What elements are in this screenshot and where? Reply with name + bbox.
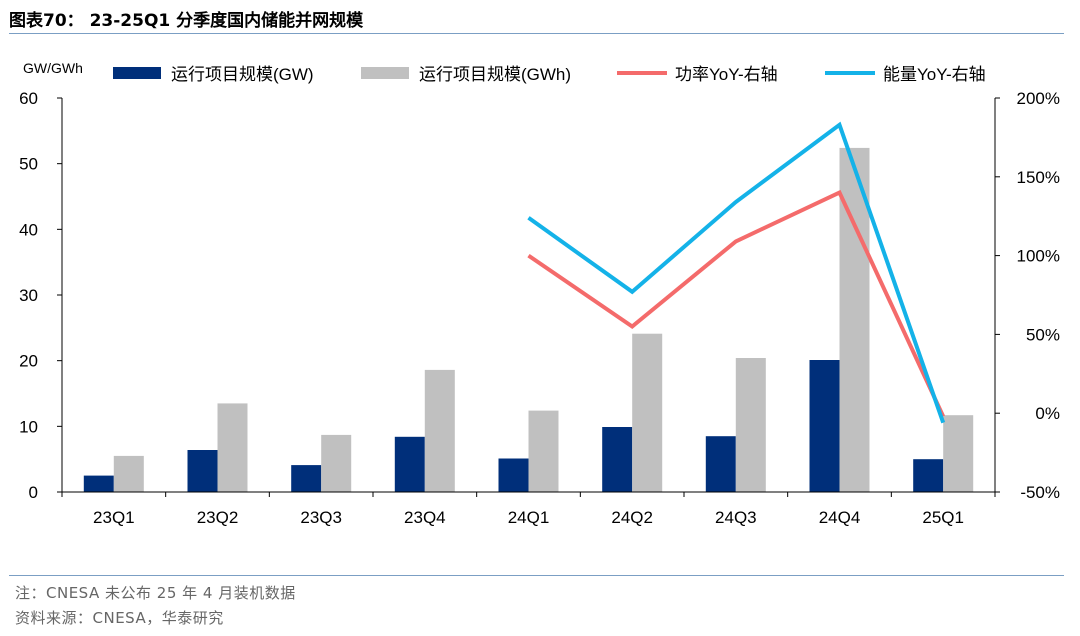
left-tick-label: 60	[19, 89, 38, 108]
x-tick-label-23Q3: 23Q3	[300, 508, 342, 527]
bar-gwh-24Q3	[735, 358, 766, 492]
source-note: 资料来源：CNESA，华泰研究	[15, 609, 224, 627]
bar-gw-23Q4	[394, 436, 425, 492]
x-tick-label-23Q2: 23Q2	[197, 508, 239, 527]
bar-gw-25Q1	[913, 459, 944, 492]
left-tick-label: 50	[19, 155, 38, 174]
bar-gw-24Q1	[498, 458, 529, 492]
footnote: 注：CNESA 未公布 25 年 4 月装机数据	[15, 584, 296, 602]
bar-gw-24Q3	[705, 436, 736, 492]
legend-label-3: 能量YoY-右轴	[883, 65, 986, 84]
x-tick-label-24Q2: 24Q2	[611, 508, 653, 527]
left-tick-label: 40	[19, 220, 38, 239]
bar-gwh-25Q1	[943, 415, 974, 492]
left-tick-label: 20	[19, 352, 38, 371]
x-tick-label-23Q1: 23Q1	[93, 508, 135, 527]
chart-title: 图表70： 23-25Q1 分季度国内储能并网规模	[9, 11, 364, 31]
energy-yoy-line	[527, 121, 946, 424]
y-unit-label: GW/GWh	[23, 60, 83, 76]
bar-gw-23Q2	[187, 450, 218, 492]
right-tick-label: 200%	[1017, 89, 1060, 108]
title-divider	[9, 33, 1064, 34]
bar-gwh-23Q2	[217, 403, 248, 492]
bar-gwh-23Q1	[113, 455, 144, 492]
legend-swatch-1	[361, 67, 409, 79]
notes-divider	[9, 575, 1064, 576]
right-tick-label: 50%	[1026, 325, 1060, 344]
legend-label-2: 功率YoY-右轴	[675, 65, 778, 84]
x-tick-label-23Q4: 23Q4	[404, 508, 446, 527]
legend-label-1: 运行项目规模(GWh)	[419, 65, 571, 84]
right-tick-label: 150%	[1017, 168, 1060, 187]
x-tick-label-25Q1: 25Q1	[922, 508, 964, 527]
storage-grid-connection-chart: 0 10 20 30 40 50 60 -50% 0% 50% 100% 150% 200% 23Q1 23…	[19, 60, 1060, 527]
legend-swatch-0	[113, 67, 161, 79]
right-tick-label: 0%	[1035, 404, 1060, 423]
x-tick-label-24Q3: 24Q3	[715, 508, 757, 527]
bar-gwh-23Q3	[321, 434, 352, 492]
left-tick-label: 0	[29, 483, 38, 502]
left-tick-label: 30	[19, 286, 38, 305]
right-tick-label: -50%	[1020, 483, 1060, 502]
x-tick-label-24Q1: 24Q1	[508, 508, 550, 527]
legend-label-0: 运行项目规模(GW)	[171, 65, 314, 84]
bar-gwh-24Q2	[632, 333, 663, 492]
bar-gw-23Q3	[291, 465, 322, 492]
bar-gw-23Q1	[83, 475, 114, 492]
bar-gw-24Q2	[602, 427, 633, 492]
left-tick-label: 10	[19, 417, 38, 436]
bar-gwh-24Q1	[528, 410, 559, 492]
right-tick-label: 100%	[1017, 247, 1060, 266]
power-yoy-line	[527, 189, 946, 418]
bar-gw-24Q4	[809, 360, 840, 492]
x-tick-label-24Q4: 24Q4	[819, 508, 861, 527]
bar-gwh-23Q4	[424, 369, 455, 492]
